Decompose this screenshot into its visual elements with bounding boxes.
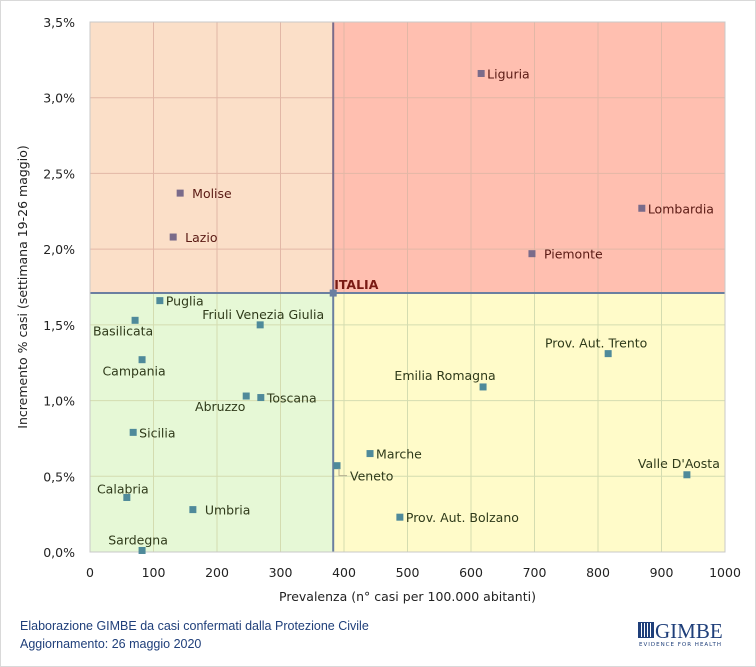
data-point-label: Calabria [97, 481, 149, 496]
data-point-marker [396, 513, 404, 521]
data-point-label: Veneto [350, 469, 393, 484]
data-point-marker [169, 233, 177, 241]
data-point-label: Piemonte [544, 247, 603, 262]
data-point-marker [479, 383, 487, 391]
data-point-marker [366, 450, 374, 458]
y-tick-label: 0,5% [43, 469, 75, 484]
x-tick-label: 700 [523, 565, 547, 580]
italia-marker [329, 289, 337, 297]
data-point-marker [189, 506, 197, 514]
quadrant-bottom-right [333, 293, 725, 552]
leader-line [338, 468, 348, 477]
logo-name: GIMBE [655, 619, 723, 643]
data-point-label: Toscana [266, 391, 317, 406]
footer-source: Elaborazione GIMBE da casi confermati da… [20, 619, 369, 633]
gimbe-logo-icon [638, 622, 654, 638]
data-point-marker [176, 189, 184, 197]
y-tick-label: 3,0% [43, 91, 75, 106]
scatter-chart: ITALIA 0 100 200 300 400 500 600 700 800 900 1000 0… [15, 15, 741, 604]
data-point-marker [477, 69, 485, 77]
quadrant-top-right [333, 22, 725, 294]
data-point-marker [638, 204, 646, 212]
x-tick-label: 1000 [709, 565, 741, 580]
data-point-marker [683, 471, 691, 479]
data-point-label: Umbria [205, 503, 251, 518]
data-point-marker [242, 392, 250, 400]
x-tick-label: 100 [142, 565, 166, 580]
x-tick-label: 200 [205, 565, 229, 580]
quadrant-top-left [90, 22, 334, 294]
data-point-marker [131, 316, 139, 324]
x-tick-label: 900 [650, 565, 674, 580]
data-point-label: Puglia [166, 294, 204, 309]
data-point-label: Prov. Aut. Trento [545, 336, 647, 351]
y-tick-label: 1,5% [43, 318, 75, 333]
data-point-label: Sicilia [139, 425, 175, 440]
y-axis-label: Incremento % casi (settimana 19-26 maggi… [15, 145, 30, 428]
data-point-label: Molise [192, 186, 232, 201]
y-tick-label: 2,0% [43, 242, 75, 257]
x-tick-label: 600 [459, 565, 483, 580]
data-point-label: Valle D'Aosta [638, 456, 720, 471]
y-tick-label: 0,0% [43, 545, 75, 560]
data-point-marker [256, 321, 264, 329]
x-tick-label: 800 [586, 565, 610, 580]
quadrant-bottom-left [90, 293, 334, 552]
data-point-marker [528, 250, 536, 258]
data-point-label: Abruzzo [195, 399, 245, 414]
data-point-marker [138, 356, 146, 364]
data-point-marker [333, 462, 341, 470]
data-point-label: Marche [376, 447, 422, 462]
data-point-label: Campania [102, 364, 165, 379]
x-axis-label: Prevalenza (n° casi per 100.000 abitanti… [279, 589, 536, 604]
data-point-label: Basilicata [93, 323, 153, 338]
data-point-label: Friuli Venezia Giulia [202, 307, 324, 322]
data-point-marker [123, 493, 131, 501]
x-tick-label: 300 [269, 565, 293, 580]
data-point-marker [257, 394, 265, 402]
y-tick-label: 1,0% [43, 394, 75, 409]
gimbe-logo: GIMBE EVIDENCE FOR HEALTH [638, 619, 731, 651]
data-point-label: Lazio [185, 230, 217, 245]
data-point-marker [156, 297, 164, 305]
data-point-marker [138, 546, 146, 554]
plot-border [89, 21, 726, 553]
data-point-label: Sardegna [108, 532, 168, 547]
x-tick-label: 0 [86, 565, 94, 580]
data-point-label: Liguria [487, 66, 530, 81]
x-tick-label: 400 [332, 565, 356, 580]
data-point-label: Emilia Romagna [394, 368, 495, 383]
italia-label: ITALIA [334, 277, 378, 292]
y-tick-label: 3,5% [43, 15, 75, 30]
data-point-marker [604, 350, 612, 358]
data-point-marker [129, 428, 137, 436]
y-tick-label: 2,5% [43, 166, 75, 181]
x-tick-label: 500 [396, 565, 420, 580]
data-point-label: Lombardia [648, 201, 714, 216]
logo-tagline: EVIDENCE FOR HEALTH [639, 642, 722, 648]
footer-update: Aggiornamento: 26 maggio 2020 [20, 637, 202, 651]
data-point-label: Prov. Aut. Bolzano [406, 510, 519, 525]
